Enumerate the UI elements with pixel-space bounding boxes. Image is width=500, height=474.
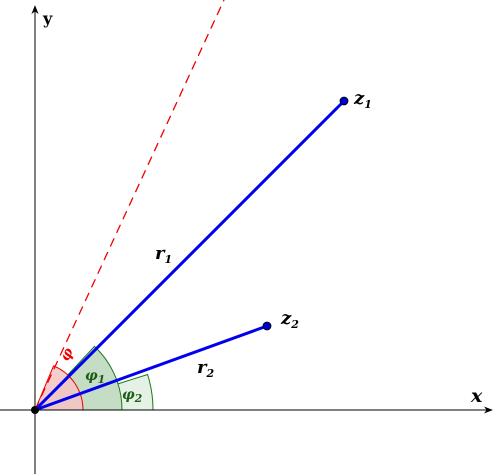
vector-r2: [34, 324, 268, 412]
y-axis-label: y: [42, 9, 53, 28]
z2-point: [262, 321, 272, 331]
x-axis-label: x: [470, 385, 483, 407]
product-direction-line: [34, 0, 225, 411]
origin-point: [31, 406, 39, 414]
vector-r1: [33, 99, 346, 412]
phi-label: φ: [57, 345, 77, 364]
z1-label: z1: [353, 88, 372, 111]
r2-label: r2: [197, 357, 214, 380]
r1-label: r1: [155, 243, 172, 266]
z1-point: [339, 96, 349, 106]
phi2-label: φ2: [122, 387, 143, 405]
z2-label: z2: [280, 308, 299, 331]
phi1-label: φ1: [85, 368, 105, 386]
